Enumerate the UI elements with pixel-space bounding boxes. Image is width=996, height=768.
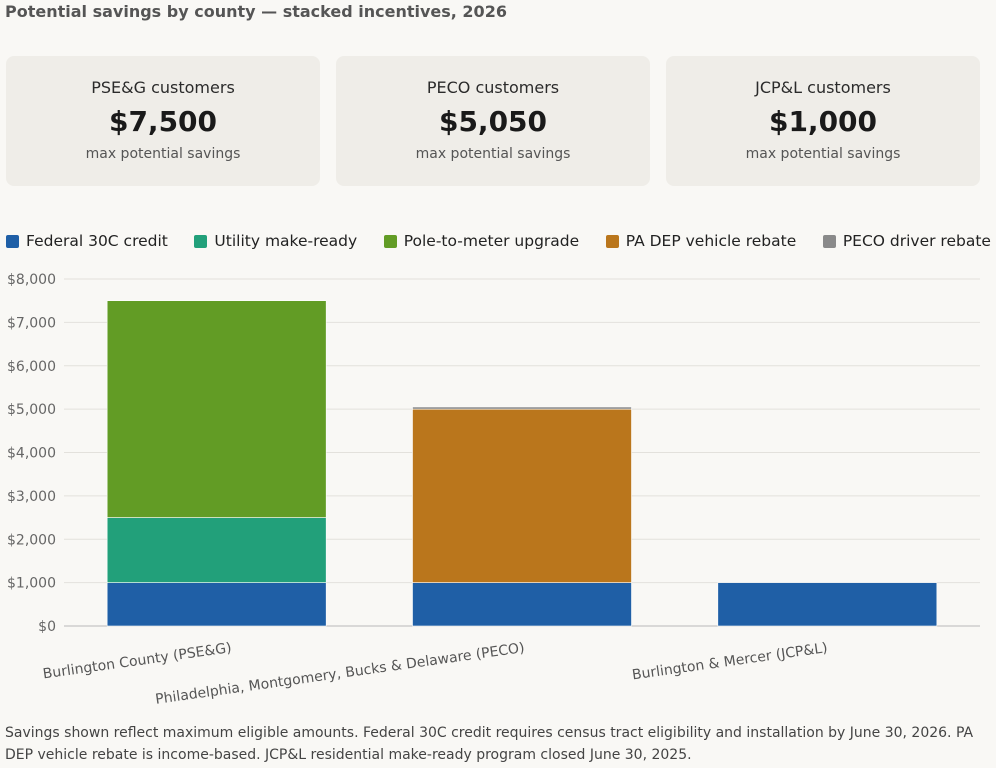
chart-legend: Federal 30C credit Utility make-ready Po… xyxy=(6,230,991,252)
card-label: PSE&G customers xyxy=(91,78,235,97)
legend-label: PECO driver rebate xyxy=(842,232,991,250)
chart-footnote: Savings shown reflect maximum eligible a… xyxy=(5,725,974,763)
x-category-label: Burlington & Mercer (JCP&L) xyxy=(631,640,828,683)
summary-card-pseg: PSE&G customers $7,500 max potential sav… xyxy=(6,56,320,186)
y-tick-label: $4,000 xyxy=(7,446,56,462)
y-tick-label: $0 xyxy=(38,619,56,635)
legend-swatch xyxy=(822,234,836,248)
bar-segment-federal-30c-credit xyxy=(717,582,938,627)
card-value: $7,500 xyxy=(108,105,218,138)
bar-segment-pa-dep-vehicle-rebate xyxy=(412,408,632,583)
card-sublabel: max potential savings xyxy=(745,146,901,162)
card-value: $5,050 xyxy=(438,105,548,138)
card-label: PECO customers xyxy=(426,78,560,97)
y-tick-label: $5,000 xyxy=(7,402,56,418)
y-tick-label: $7,000 xyxy=(7,315,56,331)
y-tick-label: $2,000 xyxy=(7,532,56,548)
legend-label: Utility make-ready xyxy=(214,232,358,250)
legend-item-federal-30c[interactable]: Federal 30C credit xyxy=(6,232,168,250)
y-tick-label: $3,000 xyxy=(7,489,56,505)
y-tick-label: $6,000 xyxy=(7,359,56,375)
legend-item-pole-to-meter[interactable]: Pole-to-meter upgrade xyxy=(383,232,580,250)
bar-segment-federal-30c-credit xyxy=(412,582,632,627)
stacked-bar-chart: $0 $1,000 $2,000 $3,000 $4,000 $5,000 $6,000 $7… xyxy=(7,272,980,708)
bar-segment-utility-make-ready xyxy=(106,517,327,583)
summary-card-jcpl: JCP&L customers $1,000 max potential sav… xyxy=(666,56,980,186)
legend-swatch xyxy=(6,234,19,248)
card-value: $1,000 xyxy=(768,105,878,138)
legend-item-pa-dep-rebate[interactable]: PA DEP vehicle rebate xyxy=(605,232,797,250)
chart-title: Potential savings by county — stacked in… xyxy=(5,2,507,21)
legend-swatch xyxy=(383,234,397,248)
y-tick-label: $8,000 xyxy=(7,272,56,288)
legend-label: PA DEP vehicle rebate xyxy=(625,232,797,250)
bar-segment-pole-to-meter-upgrade xyxy=(106,300,327,518)
legend-label: Federal 30C credit xyxy=(26,232,168,250)
legend-label: Pole-to-meter upgrade xyxy=(403,232,580,250)
legend-item-peco-driver-rebate[interactable]: PECO driver rebate xyxy=(822,232,991,250)
y-tick-label: $1,000 xyxy=(7,576,56,592)
legend-item-utility-make-ready[interactable]: Utility make-ready xyxy=(194,232,357,250)
legend-swatch xyxy=(194,234,208,248)
x-category-label: Burlington County (PSE&G) xyxy=(42,640,233,682)
card-sublabel: max potential savings xyxy=(85,146,241,162)
bar-segment-federal-30c-credit xyxy=(106,582,327,627)
legend-swatch xyxy=(605,234,619,248)
bar-segment-peco-driver-rebate xyxy=(412,406,632,410)
card-sublabel: max potential savings xyxy=(415,146,571,162)
summary-cards: PSE&G customers $7,500 max potential sav… xyxy=(6,56,980,186)
summary-card-peco: PECO customers $5,050 max potential savi… xyxy=(336,56,650,186)
card-label: JCP&L customers xyxy=(755,78,891,97)
